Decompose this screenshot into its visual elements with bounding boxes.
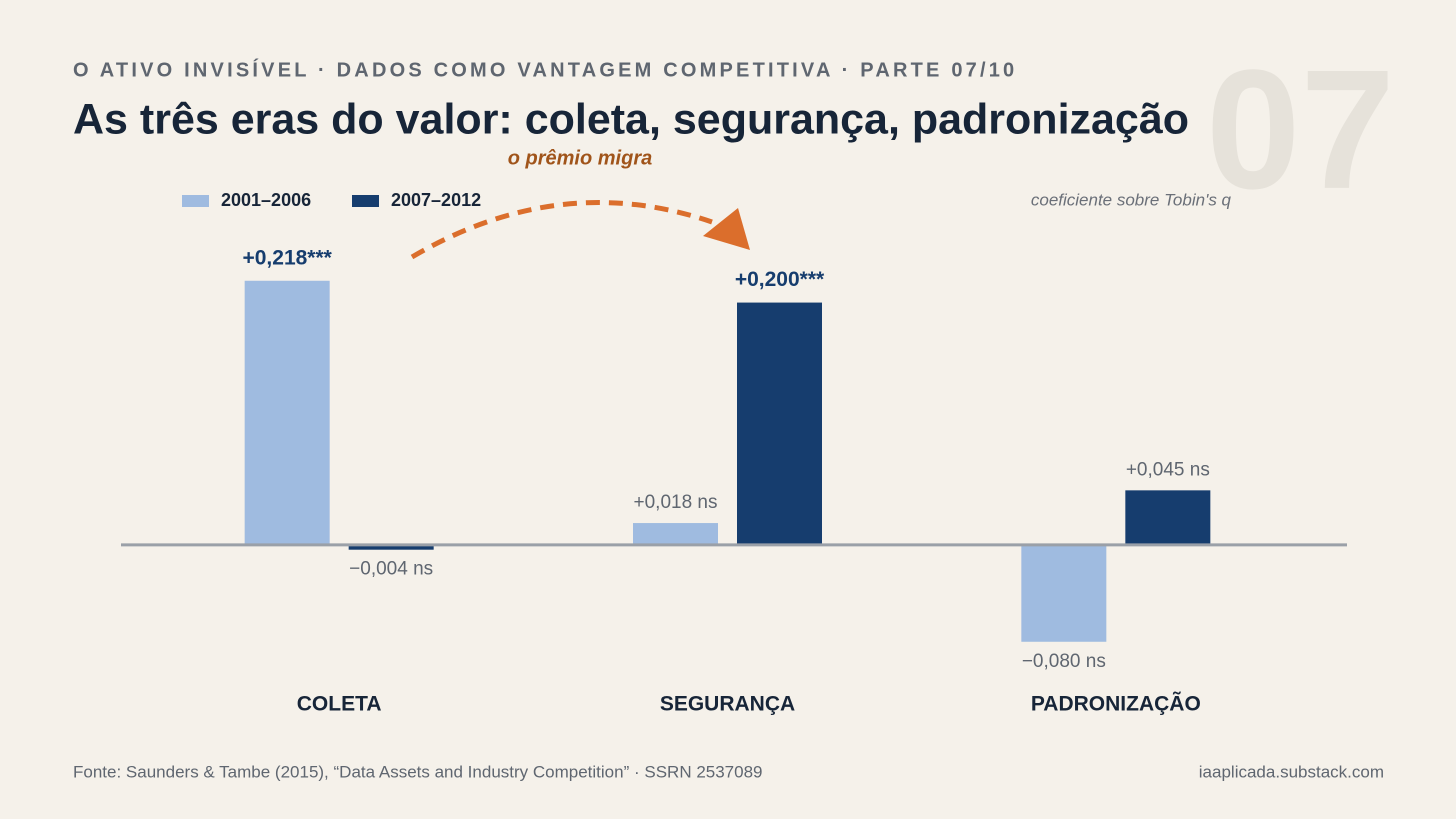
arrow-head: [703, 208, 750, 250]
chart-title: As três eras do valor: coleta, segurança…: [73, 95, 1189, 143]
value-label: +0,218***: [242, 246, 332, 269]
source: Fonte: Saunders & Tambe (2015), “Data As…: [73, 762, 763, 781]
value-label: −0,004 ns: [349, 559, 433, 580]
bar: [633, 523, 718, 545]
legend-swatch: [352, 195, 379, 207]
watermark: 07: [1206, 35, 1395, 225]
value-label: +0,018 ns: [634, 492, 718, 513]
bar: [244, 280, 330, 545]
value-label: +0,045 ns: [1126, 459, 1210, 480]
x-tick-label: COLETA: [297, 693, 382, 716]
legend-label: 2007–2012: [391, 190, 481, 210]
bar: [1021, 544, 1107, 642]
value-label: +0,200***: [735, 268, 825, 291]
legend-label: 2001–2006: [221, 190, 311, 210]
x-tick-label: SEGURANÇA: [660, 693, 795, 716]
kicker: O ATIVO INVISÍVEL · DADOS COMO VANTAGEM …: [73, 58, 1017, 81]
y-axis-label: coeficiente sobre Tobin's q: [1031, 190, 1232, 209]
bar: [737, 302, 822, 545]
bar: [348, 544, 434, 550]
annotation: o prêmio migra: [508, 147, 652, 169]
legend-swatch: [182, 195, 209, 207]
value-label: −0,080 ns: [1022, 651, 1106, 672]
bar: [1125, 490, 1211, 545]
site: iaaplicada.substack.com: [1199, 762, 1384, 781]
x-tick-label: PADRONIZAÇÃO: [1031, 693, 1201, 716]
